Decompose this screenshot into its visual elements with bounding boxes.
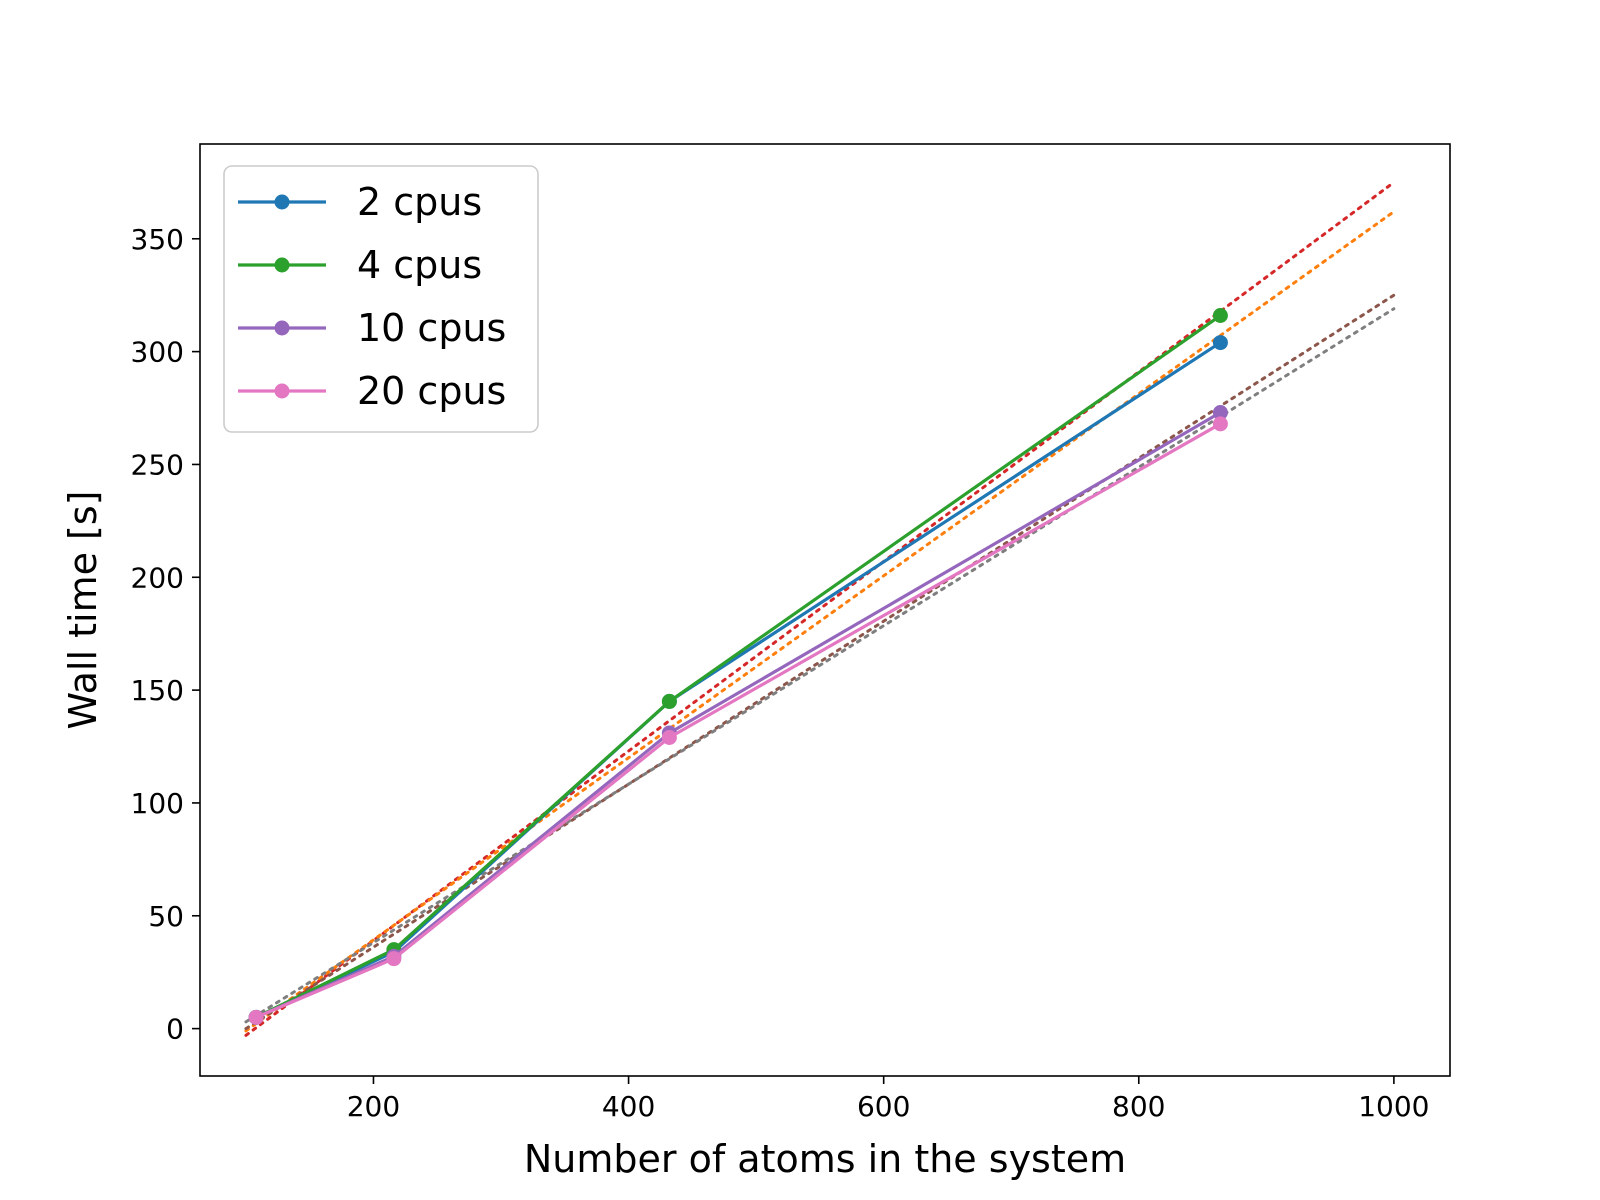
legend-marker-10-cpus bbox=[274, 320, 290, 336]
data-point-20-cpus-2 bbox=[386, 951, 402, 967]
series-line-4-cpus bbox=[255, 314, 1222, 1019]
plot-frame bbox=[199, 143, 1451, 1077]
x-tick-label: 1000 bbox=[1358, 1090, 1429, 1123]
legend-marker-2-cpus bbox=[274, 194, 290, 210]
legend-label-4-cpus: 4 cpus bbox=[357, 243, 482, 287]
data-point-2-cpus-4 bbox=[1212, 335, 1228, 351]
series-line-20-cpus bbox=[255, 422, 1222, 1019]
legend-frame bbox=[223, 165, 539, 433]
x-tick-label: 200 bbox=[347, 1090, 400, 1123]
data-point-20-cpus-1 bbox=[248, 1009, 264, 1025]
y-tick-label: 350 bbox=[131, 223, 184, 256]
y-tick-label: 0 bbox=[166, 1013, 184, 1046]
y-tick-label: 200 bbox=[131, 561, 184, 594]
fit-lines bbox=[244, 180, 1396, 1037]
fit-line-3 bbox=[244, 293, 1396, 1031]
x-tick-label: 600 bbox=[857, 1090, 910, 1123]
data-point-4-cpus-4 bbox=[1212, 308, 1228, 324]
series-lines bbox=[248, 308, 1228, 1025]
y-axis: 0 50 100 150 200 250 300 350 bbox=[131, 223, 200, 1046]
data-point-20-cpus-3 bbox=[661, 730, 677, 746]
legend: 2 cpus 4 cpus 10 cpus 20 cpus bbox=[223, 165, 539, 433]
data-point-20-cpus-4 bbox=[1212, 416, 1228, 432]
legend-label-20-cpus: 20 cpus bbox=[357, 369, 506, 413]
x-tick-label: 800 bbox=[1112, 1090, 1165, 1123]
data-point-4-cpus-3 bbox=[661, 693, 677, 709]
legend-marker-4-cpus bbox=[274, 257, 290, 273]
x-tick-label: 400 bbox=[602, 1090, 655, 1123]
legend-label-2-cpus: 2 cpus bbox=[357, 180, 482, 224]
y-tick-label: 300 bbox=[131, 336, 184, 369]
x-axis-label: Number of atoms in the system bbox=[524, 1137, 1126, 1181]
y-tick-label: 100 bbox=[131, 787, 184, 820]
x-axis: 200 400 600 800 1000 bbox=[347, 1076, 1430, 1123]
fit-line-4 bbox=[244, 307, 1396, 1024]
legend-label-10-cpus: 10 cpus bbox=[357, 306, 506, 350]
data-point-10-cpus-4 bbox=[1212, 405, 1228, 421]
legend-marker-20-cpus bbox=[274, 383, 290, 399]
y-tick-label: 50 bbox=[148, 900, 184, 933]
fit-line-2 bbox=[244, 210, 1396, 1033]
y-axis-label: Wall time [s] bbox=[61, 490, 105, 729]
y-tick-label: 150 bbox=[131, 674, 184, 707]
y-tick-label: 250 bbox=[131, 448, 184, 481]
